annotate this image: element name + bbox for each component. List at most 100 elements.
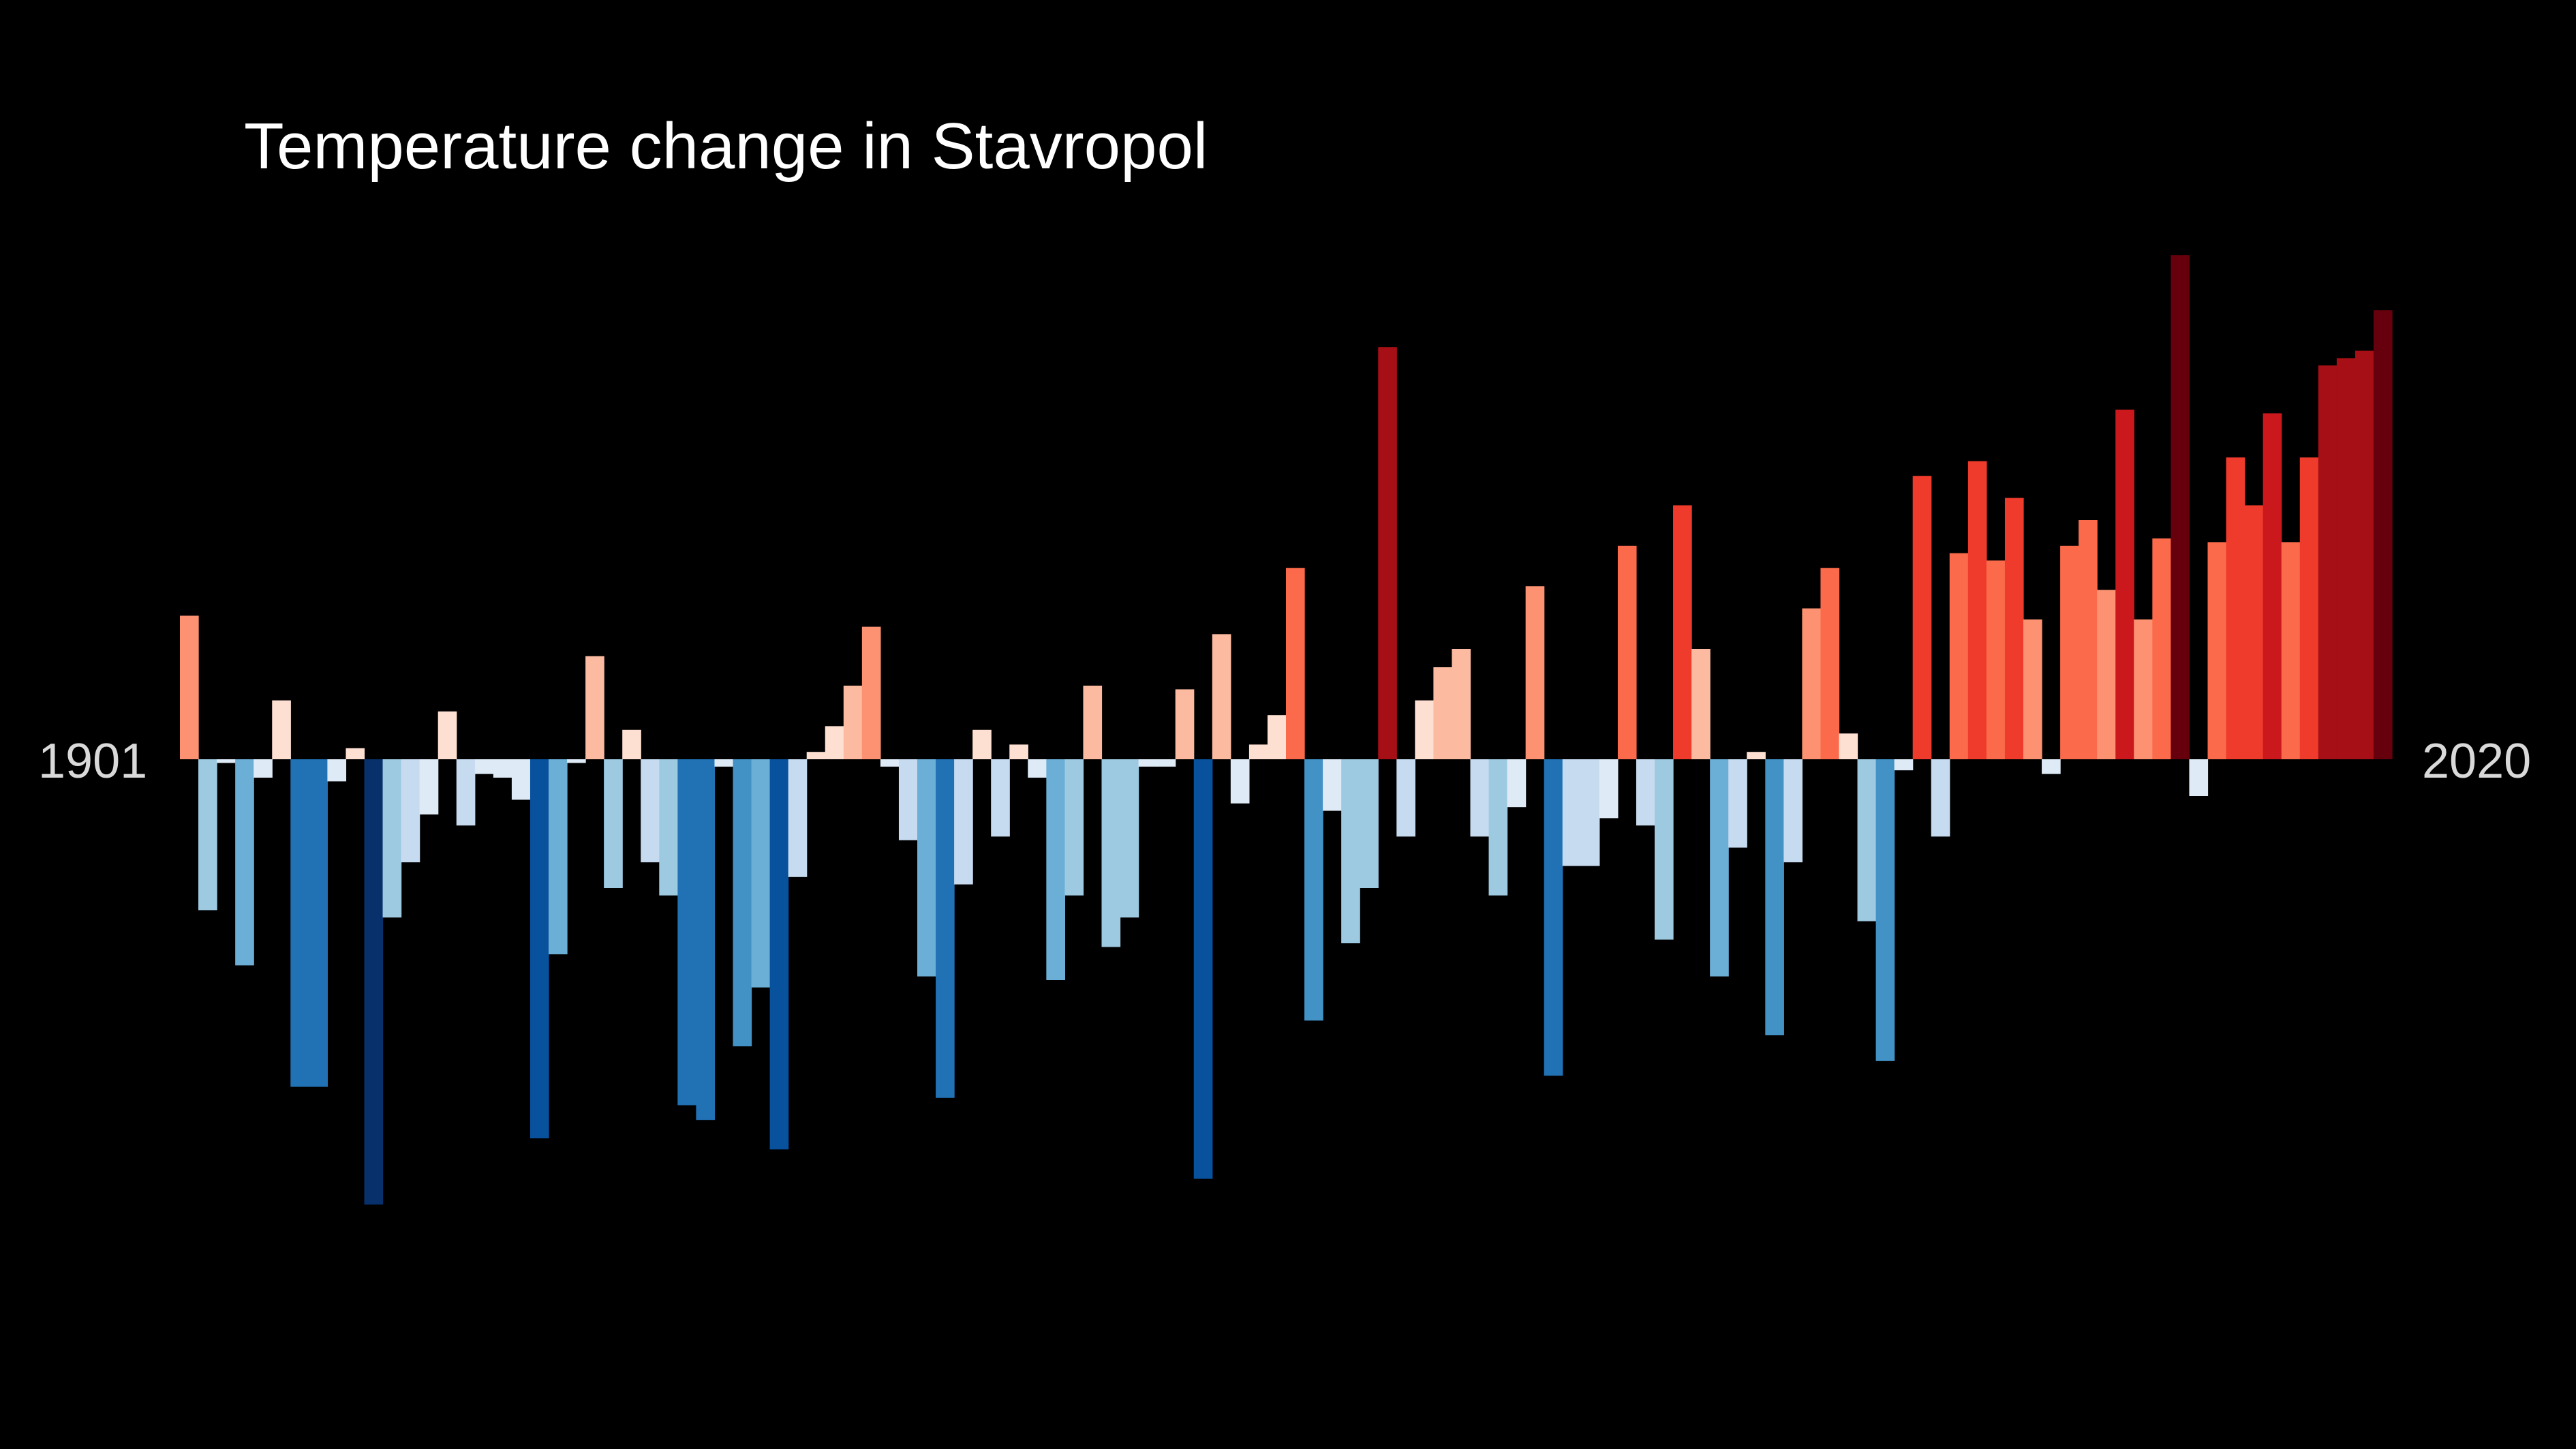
bar-1988 <box>1783 759 1803 863</box>
bar-2015 <box>2281 542 2301 759</box>
bar-1965 <box>1360 759 1379 888</box>
bar-1959 <box>1248 744 1268 759</box>
bar-1996 <box>1931 759 1950 837</box>
bar-1913 <box>401 759 420 863</box>
bar-1942 <box>936 759 955 1098</box>
bar-1903 <box>217 759 236 763</box>
bar-1976 <box>1562 759 1582 866</box>
bar-2000 <box>2004 498 2024 759</box>
bar-1912 <box>382 759 402 918</box>
bar-1924 <box>604 759 623 888</box>
bar-1982 <box>1673 505 1692 759</box>
bar-1946 <box>1009 744 1028 759</box>
bar-2009 <box>2171 255 2190 759</box>
bar-1981 <box>1655 759 1674 940</box>
bar-1938 <box>861 626 881 759</box>
bar-1977 <box>1580 759 1600 866</box>
bar-1962 <box>1304 759 1323 1021</box>
bar-1940 <box>898 759 918 840</box>
bar-1919 <box>511 759 531 800</box>
bar-1968 <box>1415 700 1434 759</box>
bar-1936 <box>825 726 844 759</box>
bar-1966 <box>1378 347 1397 759</box>
bar-1906 <box>272 700 291 759</box>
bar-1951 <box>1101 759 1121 947</box>
bar-1978 <box>1599 759 1619 819</box>
bar-1974 <box>1525 586 1545 759</box>
bar-1937 <box>843 686 863 759</box>
bar-1920 <box>530 759 549 1139</box>
bar-1967 <box>1396 759 1415 837</box>
bar-1957 <box>1212 634 1231 759</box>
bar-2003 <box>2060 545 2079 759</box>
end-year-label: 2020 <box>2422 734 2532 789</box>
bar-2001 <box>2023 619 2042 759</box>
bar-1975 <box>1544 759 1563 1076</box>
bar-1972 <box>1488 759 1508 896</box>
bar-2004 <box>2079 520 2098 759</box>
bar-1971 <box>1470 759 1490 837</box>
bar-1952 <box>1120 759 1139 918</box>
bar-1922 <box>567 759 586 763</box>
bar-2006 <box>2115 410 2134 759</box>
bar-1991 <box>1839 733 1858 759</box>
bar-1914 <box>419 759 439 814</box>
bar-2007 <box>2134 619 2153 759</box>
bar-1997 <box>1949 553 1969 759</box>
bar-1908 <box>309 759 328 1087</box>
bar-1983 <box>1691 649 1711 759</box>
bar-1969 <box>1433 667 1453 759</box>
bar-1990 <box>1820 568 1840 759</box>
bar-1926 <box>641 759 660 863</box>
bar-1933 <box>769 759 789 1150</box>
bar-1947 <box>1028 759 1047 778</box>
bar-1902 <box>198 759 217 911</box>
bar-1932 <box>751 759 771 988</box>
bar-1945 <box>991 759 1010 837</box>
bar-1911 <box>364 759 384 1205</box>
bar-1958 <box>1230 759 1250 804</box>
bar-1944 <box>972 729 992 759</box>
bar-2005 <box>2097 590 2116 759</box>
bar-2011 <box>2207 542 2227 759</box>
bar-2020 <box>2373 310 2393 759</box>
bar-1905 <box>254 759 273 778</box>
bar-1955 <box>1175 689 1195 759</box>
bar-1928 <box>677 759 696 1105</box>
bar-1964 <box>1341 759 1360 943</box>
bar-1986 <box>1747 752 1766 759</box>
bar-1984 <box>1710 759 1729 977</box>
bar-1901 <box>180 615 199 759</box>
bar-1930 <box>714 759 734 767</box>
bar-1956 <box>1193 759 1213 1179</box>
bar-2018 <box>2336 358 2356 759</box>
bar-2014 <box>2263 413 2282 759</box>
bar-1909 <box>327 759 347 782</box>
bar-1921 <box>549 759 568 955</box>
bar-1935 <box>806 752 826 759</box>
bar-1998 <box>1967 461 1987 759</box>
bar-1939 <box>880 759 900 767</box>
start-year-label: 1901 <box>38 734 148 789</box>
bar-1915 <box>438 711 457 759</box>
bar-1929 <box>696 759 716 1120</box>
bar-1904 <box>235 759 254 966</box>
bar-1985 <box>1728 759 1747 848</box>
bar-1931 <box>733 759 752 1047</box>
bar-2017 <box>2318 365 2337 759</box>
bar-1987 <box>1765 759 1784 1035</box>
bar-1910 <box>346 748 365 759</box>
bar-1960 <box>1267 715 1287 759</box>
bar-1950 <box>1083 686 1103 759</box>
bar-1953 <box>1138 759 1158 767</box>
bar-1989 <box>1802 608 1822 759</box>
bar-1954 <box>1156 759 1176 767</box>
bar-1995 <box>1912 476 1932 759</box>
bar-1999 <box>1986 560 2006 759</box>
bar-1992 <box>1857 759 1877 921</box>
bar-1941 <box>917 759 936 977</box>
bar-1925 <box>622 729 641 759</box>
bar-1907 <box>290 759 309 1087</box>
